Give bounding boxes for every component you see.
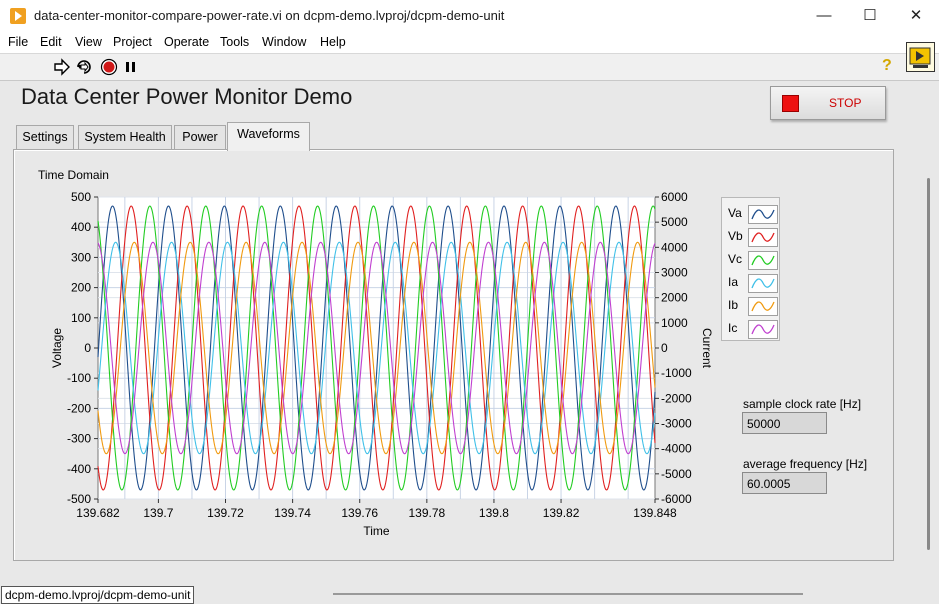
y-tick-label: -500: [67, 492, 91, 506]
menu-window[interactable]: Window: [262, 35, 307, 49]
menu-operate[interactable]: Operate: [164, 35, 210, 49]
tab-system-health[interactable]: System Health: [78, 125, 172, 150]
tab-settings[interactable]: Settings: [16, 125, 74, 150]
y-tick-label: 100: [71, 311, 91, 325]
toolbar: ?: [0, 53, 939, 81]
legend-swatch-vb[interactable]: [748, 228, 778, 247]
y2-tick-label: 0: [661, 341, 668, 355]
legend-label-va: Va: [728, 206, 742, 220]
legend-swatch-va[interactable]: [748, 205, 778, 224]
stop-led-icon: [782, 95, 799, 112]
x-tick-label: 139.76: [341, 506, 378, 520]
y-tick-label: -200: [67, 401, 91, 415]
series-line-ib: [97, 241, 656, 455]
vertical-scrollbar[interactable]: [927, 178, 930, 550]
y-tick-label: 400: [71, 220, 91, 234]
chart-title: Time Domain: [38, 168, 109, 182]
labview-app-icon: [10, 8, 26, 24]
x-tick-label: 139.848: [633, 506, 677, 520]
x-tick-label: 139.74: [274, 506, 311, 520]
y2-axis-label: Current: [700, 328, 712, 369]
legend-label-vc: Vc: [728, 252, 743, 266]
y-tick-label: 500: [71, 190, 91, 204]
legend-swatch-vc[interactable]: [748, 251, 778, 270]
y-tick-label: -400: [67, 462, 91, 476]
run-arrow-icon[interactable]: [53, 58, 71, 76]
menu-edit[interactable]: Edit: [40, 35, 62, 49]
legend-label-ia: Ia: [728, 275, 739, 289]
stop-button[interactable]: STOP: [770, 86, 886, 120]
run-continuously-icon[interactable]: [75, 58, 93, 76]
y2-tick-label: -3000: [661, 417, 692, 431]
legend-label-ic: Ic: [728, 321, 738, 335]
y2-tick-label: -6000: [661, 492, 692, 506]
y-tick-label: -300: [67, 432, 91, 446]
sample-rate-label: sample clock rate [Hz]: [743, 397, 862, 411]
y2-tick-label: -2000: [661, 391, 692, 405]
tab-power[interactable]: Power: [174, 125, 226, 150]
x-tick-label: 139.82: [543, 506, 580, 520]
series-line-va: [97, 205, 656, 491]
x-axis-label: Time: [363, 524, 390, 538]
y2-tick-label: -5000: [661, 467, 692, 481]
status-project-path: dcpm-demo.lvproj/dcpm-demo-unit: [1, 586, 195, 604]
x-tick-label: 139.78: [408, 506, 445, 520]
vi-icon: [906, 42, 935, 72]
y2-tick-label: 5000: [661, 215, 688, 229]
maximize-button[interactable]: ☐: [863, 7, 877, 24]
y2-tick-label: 2000: [661, 291, 688, 305]
menu-bar: File Edit View Project Operate Tools Win…: [0, 32, 939, 53]
chart-axes: 5004003002001000-100-200-300-400-5006000…: [67, 190, 692, 520]
x-tick-label: 139.682: [76, 506, 120, 520]
pause-icon[interactable]: [122, 58, 140, 76]
legend-swatch-ic[interactable]: [748, 320, 778, 339]
y2-tick-label: 6000: [661, 190, 688, 204]
legend-swatch-ib[interactable]: [748, 297, 778, 316]
y-tick-label: -100: [67, 371, 91, 385]
y2-tick-label: -4000: [661, 442, 692, 456]
legend-label-ib: Ib: [728, 298, 739, 312]
window-title: data-center-monitor-compare-power-rate.v…: [34, 8, 505, 23]
y2-tick-label: 1000: [661, 316, 688, 330]
x-tick-label: 139.7: [143, 506, 173, 520]
page-title: Data Center Power Monitor Demo: [21, 84, 353, 109]
title-bar: data-center-monitor-compare-power-rate.v…: [0, 0, 939, 32]
stop-button-label: STOP: [829, 96, 862, 110]
menu-file[interactable]: File: [8, 35, 29, 49]
legend-swatch-ia[interactable]: [748, 274, 778, 293]
context-help-icon[interactable]: ?: [882, 57, 892, 74]
menu-help[interactable]: Help: [320, 35, 346, 49]
y-tick-label: 200: [71, 281, 91, 295]
menu-tools[interactable]: Tools: [220, 35, 250, 49]
y-tick-label: 0: [84, 341, 91, 355]
avg-frequency-label: average frequency [Hz]: [743, 457, 868, 471]
minimize-button[interactable]: —: [816, 7, 832, 24]
avg-frequency-indicator: 60.0005: [742, 472, 827, 494]
chart-series: [97, 205, 656, 491]
sample-rate-indicator: 50000: [742, 412, 827, 434]
menu-project[interactable]: Project: [113, 35, 152, 49]
abort-icon[interactable]: [100, 58, 118, 76]
y-tick-label: 300: [71, 250, 91, 264]
menu-view[interactable]: View: [75, 35, 102, 49]
series-line-ic: [97, 241, 656, 455]
series-line-vc: [97, 205, 656, 491]
time-domain-chart: 5004003002001000-100-200-300-400-5006000…: [50, 190, 712, 538]
y2-tick-label: 4000: [661, 240, 688, 254]
tab-waveforms[interactable]: Waveforms: [227, 122, 310, 151]
y2-tick-label: 3000: [661, 266, 688, 280]
x-tick-label: 139.72: [207, 506, 244, 520]
chart-legend: Va Vb Vc Ia Ib Ic: [721, 197, 780, 341]
legend-label-vb: Vb: [728, 229, 743, 243]
x-tick-label: 139.8: [479, 506, 509, 520]
horizontal-scrollbar[interactable]: [333, 593, 803, 595]
y2-tick-label: -1000: [661, 366, 692, 380]
y-axis-label: Voltage: [50, 328, 64, 368]
close-button[interactable]: ✕: [909, 7, 923, 24]
